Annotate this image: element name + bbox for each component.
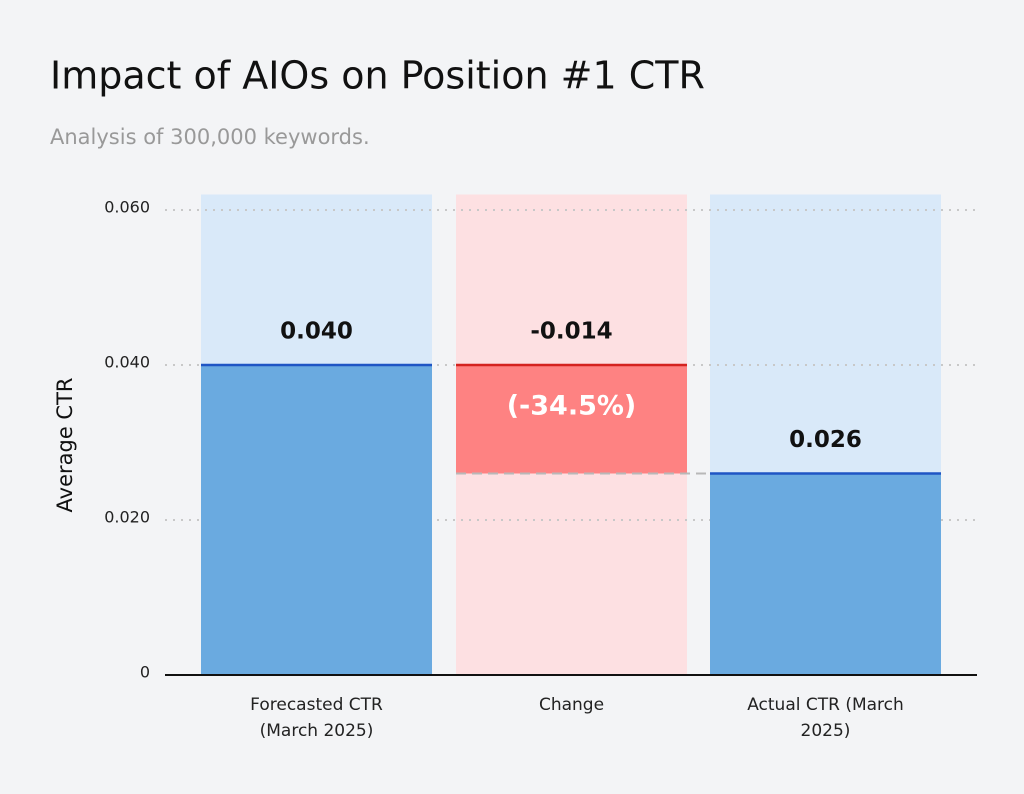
y-tick-label: 0 <box>140 663 150 682</box>
x-tick-label: Forecasted CTR (March 2025) <box>250 695 383 741</box>
value-label: 0.026 <box>789 427 862 453</box>
y-tick-label: 0.040 <box>104 353 150 372</box>
value-label: -0.014 <box>530 319 612 345</box>
change-annotation: (-34.5%) <box>507 391 637 422</box>
x-tick-label: Change <box>538 695 605 715</box>
value-label: 0.040 <box>280 319 353 345</box>
y-tick-label: 0.060 <box>104 198 150 217</box>
bar <box>456 365 687 474</box>
chart-title: Impact of AIOs on Position #1 CTR <box>50 54 705 98</box>
bar <box>710 473 941 675</box>
chart-subtitle: Analysis of 300,000 keywords. <box>50 125 370 149</box>
y-axis-label: Average CTR <box>53 378 77 513</box>
y-tick-label: 0.020 <box>104 508 150 527</box>
bar <box>201 365 432 675</box>
x-tick-label: Actual CTR (March 2025) <box>747 695 904 741</box>
